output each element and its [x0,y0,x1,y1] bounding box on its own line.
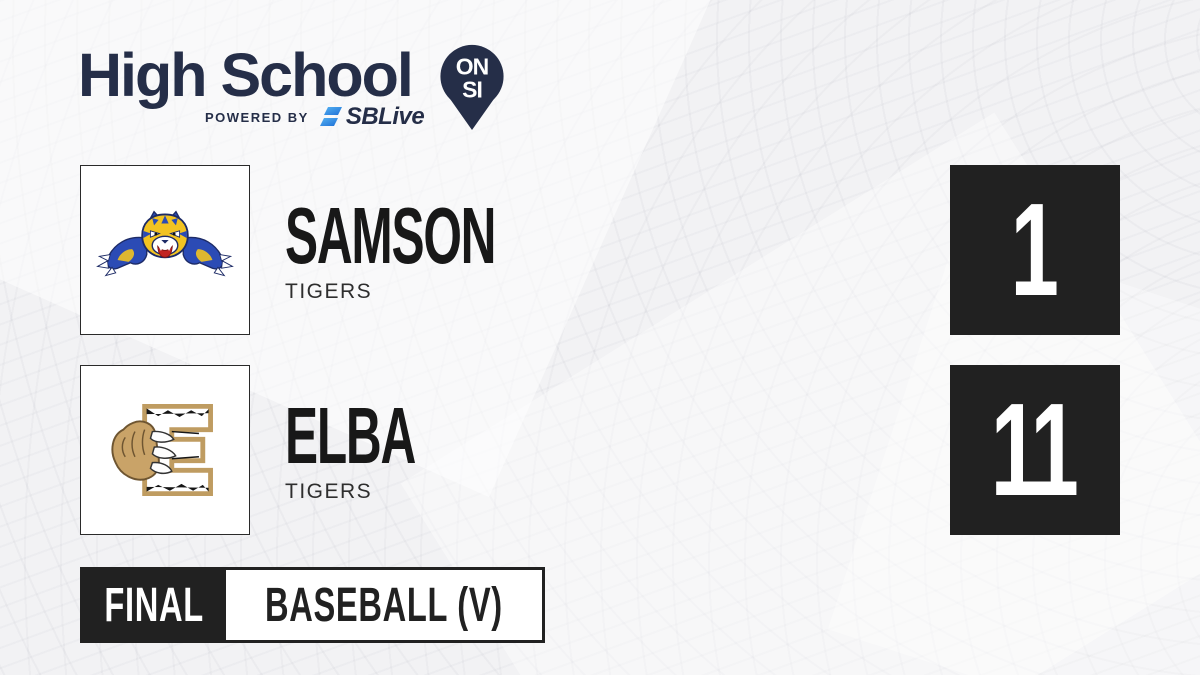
brand-title: High School [78,41,414,109]
team-name: ELBA [285,391,416,480]
samson-score-box: 1 [950,165,1120,335]
team-name: SAMSON [285,191,497,280]
game-status-bar: FINAL BASEBALL (V) [80,567,545,643]
elba-tigers-logo [111,403,213,497]
samson-score: 1 [1010,176,1059,323]
team-mascot: TIGERS [285,280,373,303]
elba-logo-box [80,365,250,535]
event-badge: BASEBALL (V) [226,570,542,640]
event-label: BASEBALL (V) [265,578,503,632]
status-label: FINAL [104,578,205,632]
samson-team-text: SAMSON TIGERS [285,191,624,304]
elba-score: 11 [990,376,1079,523]
status-badge: FINAL [83,570,226,640]
samson-tigers-logo [96,210,234,277]
sblive-icon [319,107,342,126]
elba-score-box: 11 [950,365,1120,535]
on-si-pin-icon: ON SI [440,44,504,131]
samson-logo-box [80,165,250,335]
team-mascot: TIGERS [285,480,373,503]
pin-text-on: ON [456,54,489,80]
sblive-wordmark: SBLive [345,103,425,130]
elba-team-text: ELBA TIGERS [285,391,495,504]
pin-text-si: SI [462,77,482,103]
powered-by-label: POWERED BY [205,109,309,125]
powered-by-row: POWERED BY SBLive [205,103,425,130]
